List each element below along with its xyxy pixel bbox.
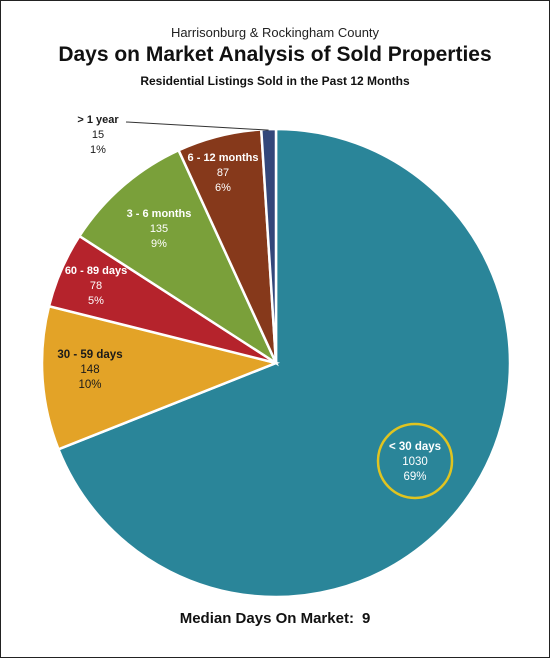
slice-value: 148 xyxy=(80,364,99,376)
slice-value: 1030 xyxy=(402,456,428,468)
chart-supertitle: Harrisonburg & Rockingham County xyxy=(170,25,380,40)
median-days-value: 9 xyxy=(361,610,371,627)
chart-subtitle: Residential Listings Sold in the Past 12… xyxy=(140,74,410,88)
median-days-footer: Median Days On Market: 9 xyxy=(1,610,549,627)
slice-value: 135 xyxy=(150,223,168,235)
slice-percent: 1% xyxy=(90,144,106,156)
slice-label: 6 - 12 months xyxy=(188,152,259,164)
slice-label: 3 - 6 months xyxy=(127,208,192,220)
pie-slice xyxy=(40,304,281,451)
pie-slice xyxy=(77,148,279,367)
slice-percent: 69% xyxy=(403,471,426,483)
slice-percent: 6% xyxy=(215,182,231,194)
slice-value: 15 xyxy=(92,129,104,141)
pie-slice xyxy=(56,127,512,599)
slice-label: < 30 days xyxy=(389,441,441,453)
slice-percent: 5% xyxy=(88,295,104,307)
leader-line xyxy=(125,121,269,131)
slice-label: > 1 year xyxy=(77,114,119,126)
slice-percent: 10% xyxy=(78,379,101,391)
chart-title: Days on Market Analysis of Sold Properti… xyxy=(58,43,492,66)
slice-value: 87 xyxy=(217,167,229,179)
slice-label: 30 - 59 days xyxy=(57,349,122,361)
slice-value: 78 xyxy=(90,280,102,292)
slice-percent: 9% xyxy=(151,238,167,250)
median-days-label: Median Days On Market: xyxy=(179,610,354,627)
slice-label: 60 - 89 days xyxy=(65,265,127,277)
highlight-ring xyxy=(376,422,454,500)
